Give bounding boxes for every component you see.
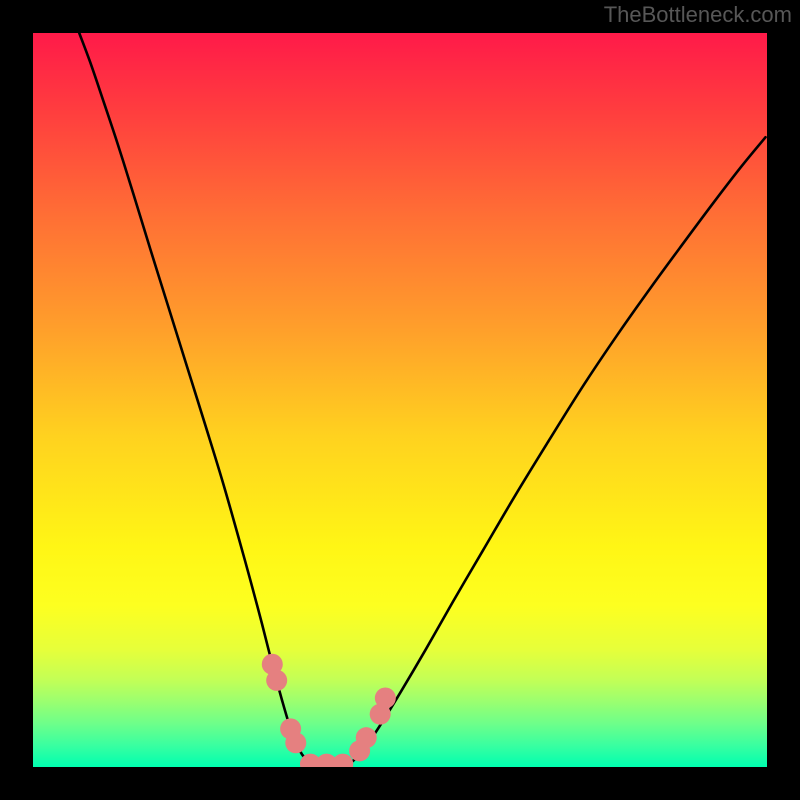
marker-point xyxy=(266,670,287,691)
bottleneck-chart xyxy=(0,0,800,800)
plot-background xyxy=(33,33,767,767)
marker-point xyxy=(285,732,306,753)
marker-point xyxy=(375,688,396,709)
outer-frame: TheBottleneck.com xyxy=(0,0,800,800)
marker-point xyxy=(356,727,377,748)
marker-point xyxy=(332,754,353,775)
